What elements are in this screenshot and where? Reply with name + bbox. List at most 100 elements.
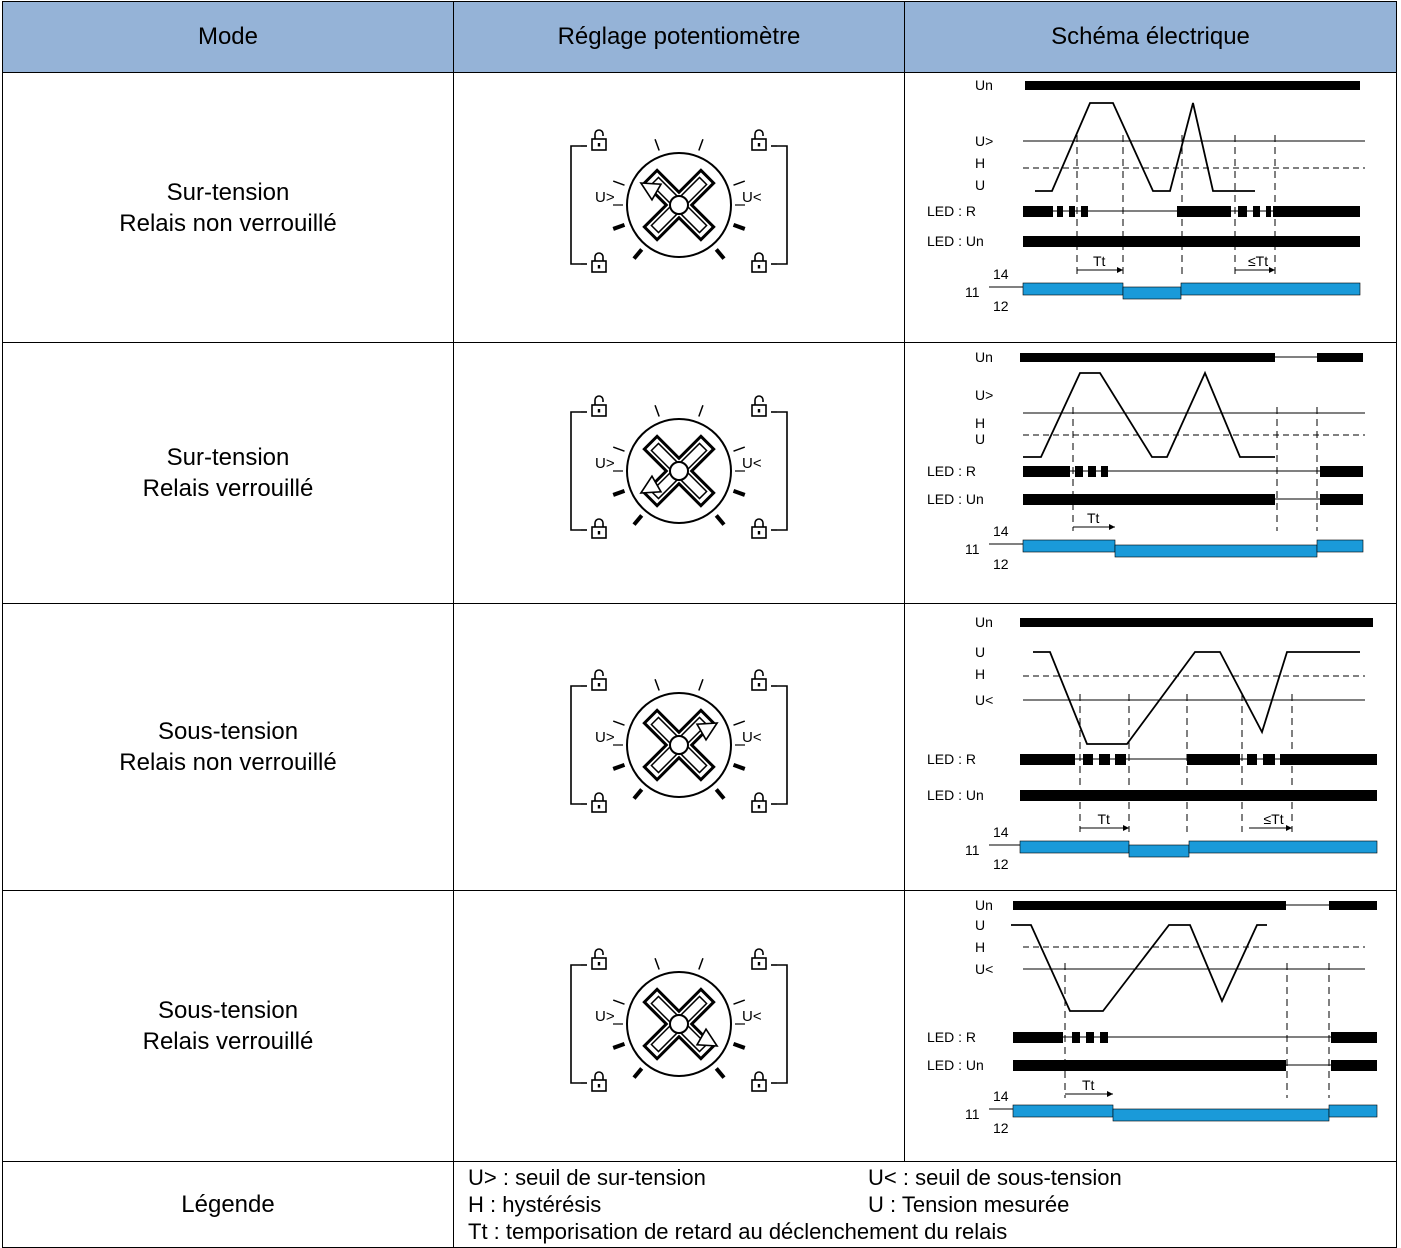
led-un-bar [1023,494,1275,505]
knob-center [669,1013,689,1034]
label-tt: Tt [1087,510,1100,526]
bracket-left [570,684,581,805]
lock-icon [591,791,607,813]
dial-tick [698,957,704,970]
unlock-icon [751,668,767,691]
label-h: H [975,155,985,171]
label-u_under: U< [975,961,993,977]
lock-shackle [754,129,764,139]
led-r-bar [1088,466,1096,477]
label-tt: Tt [1098,811,1111,827]
dial-tick [612,445,625,452]
table-row: Sur-tension Relais non verrouillé U> U< U… [2,72,1397,343]
dial-knob [642,168,716,242]
lock-keyhole [597,682,601,686]
dial-label-u-under: U< [742,189,762,206]
lock-icon [591,252,607,273]
dial-tick [654,138,660,151]
relay-state [1012,1104,1114,1118]
led-r-bar [1253,206,1260,217]
label-14: 14 [993,824,1009,840]
potentiometer-cell: U> U< [453,890,905,1162]
relay-state [1022,282,1124,296]
dial-tick [612,222,626,231]
legend-label: Légende [2,1161,454,1248]
schematic-cell: Un U H U< LED : R LED : Un Tt ≤Tt 14 11 12 [904,603,1397,891]
lock-keyhole [597,143,601,147]
led-r-bar [1083,754,1093,765]
legend-u-under: U< : seuil de sous-tension [868,1165,1122,1190]
mode-line2: Relais verrouillé [142,1028,314,1055]
lock-keyhole [597,530,601,534]
lock-shackle [594,517,604,527]
dial-tick [714,1066,726,1079]
led-un-bar [1331,1060,1377,1071]
dial-tick [733,998,746,1005]
led-r-bar [1266,206,1271,217]
lock-icon [751,252,767,273]
potentiometer-cell: U> U< [453,342,905,604]
lock-shackle [754,791,764,801]
label-led_un: LED : Un [927,1057,984,1073]
label-14: 14 [993,523,1009,539]
lock-shackle [594,947,604,958]
led-un-bar [1013,1060,1286,1071]
dial-tick [733,445,746,452]
lock-icon [751,791,767,813]
lock-shackle [754,947,764,958]
dial-label-u-under: U< [742,729,762,746]
tt-arrowhead [1269,267,1275,273]
potentiometer-dial-icon: U> U< [570,668,788,813]
label-led_r: LED : R [927,751,976,767]
potentiometer-cell: U> U< [453,603,905,891]
bracket-right [777,410,788,531]
dial-knob [642,707,716,782]
label-led_r: LED : R [927,203,976,219]
legend-row: Légende U> : seuil de sur-tension U< : s… [2,1161,1397,1248]
lock-keyhole [757,804,761,808]
lock-keyhole [597,265,601,269]
led-r-bar [1273,206,1360,217]
label-led_un: LED : Un [927,233,984,249]
label-11: 11 [965,842,980,858]
mode-cell: Sur-tension Relais verrouillé [2,342,454,604]
tt-arrowhead [1286,825,1292,831]
relay-state [1180,282,1361,296]
label-u_over: U> [975,133,993,149]
lock-shackle [754,252,764,261]
led-un-bar [1020,790,1377,801]
label-14: 14 [993,1088,1009,1104]
lock-keyhole [757,530,761,534]
dial-tick [612,762,626,771]
dial-tick [632,787,644,800]
dial-tick [654,678,660,691]
potentiometer-dial-icon: U> U< [570,129,788,273]
lock-shackle [754,517,764,527]
led-r-bar [1115,754,1126,765]
lock-icon [751,1070,767,1092]
dial-tick [732,762,746,771]
label-11: 11 [965,284,980,300]
led-r-bar [1101,466,1108,477]
dial-tick [732,1041,746,1050]
label-tt: Tt [1082,1077,1095,1093]
dial-tick [632,1066,644,1079]
lock-keyhole [597,961,601,965]
relay-state [1188,840,1378,854]
label-h: H [975,415,985,431]
dial-label-u-over: U> [595,189,615,206]
dial-tick [612,488,626,497]
led-r-bar [1013,1032,1063,1043]
label-14: 14 [993,266,1009,282]
lock-keyhole [757,961,761,965]
tt-arrowhead [1109,524,1115,530]
un-bar [1329,901,1377,910]
dial-tick [714,513,726,526]
knob-center [669,195,689,215]
lock-shackle [594,1070,604,1080]
led-r-bar [1020,754,1075,765]
header-mode: Mode [2,1,454,73]
mode-cell: Sous-tension Relais verrouillé [2,890,454,1162]
voltage-waveform [1035,102,1255,192]
led-r-bar [1023,466,1070,477]
